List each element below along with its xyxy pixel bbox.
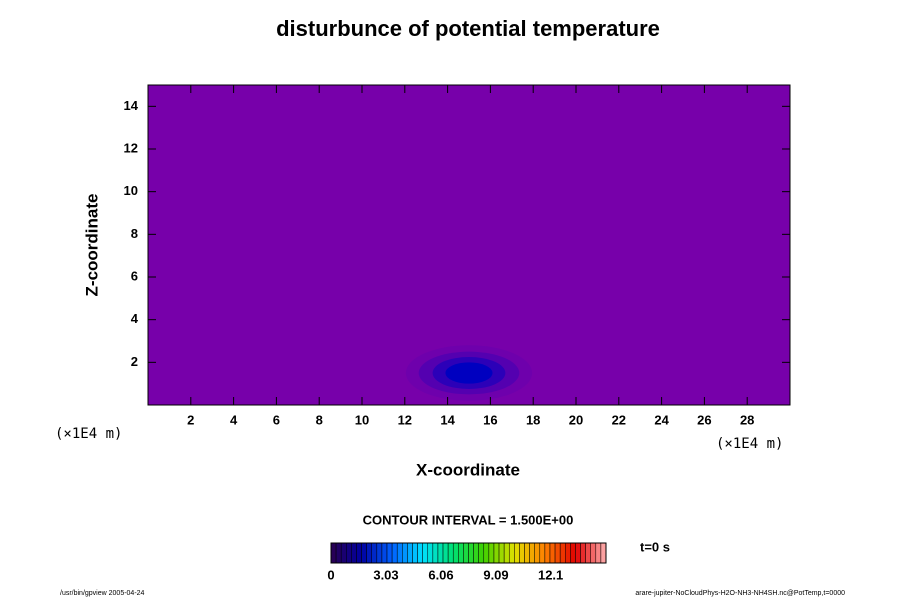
colorbar-stripe	[452, 542, 459, 564]
colorbar-stripe	[442, 542, 449, 564]
colorbar-tick-label: 9.09	[483, 567, 508, 582]
x-tick-label: 8	[316, 412, 323, 427]
colorbar-stripe	[346, 542, 352, 564]
colorbar-stripe	[376, 542, 383, 564]
x-tick-label: 4	[230, 412, 238, 427]
colorbar-stripe	[402, 542, 408, 564]
x-tick-label: 14	[440, 412, 455, 427]
x-tick-label: 6	[273, 412, 280, 427]
x-tick-label: 26	[697, 412, 711, 427]
x-tick-label: 16	[483, 412, 497, 427]
x-tick-label: 22	[612, 412, 626, 427]
colorbar-stripe	[544, 542, 551, 564]
x-tick-label: 10	[355, 412, 369, 427]
y-axis-label: Z-coordinate	[82, 194, 101, 297]
contour-region	[445, 362, 493, 384]
colorbar-stripe	[549, 542, 556, 564]
colorbar-stripe	[407, 542, 413, 564]
colorbar-stripe	[503, 542, 510, 564]
colorbar-stripe	[539, 542, 546, 564]
colorbar-stripe	[391, 542, 398, 564]
colorbar-stripe	[366, 542, 372, 564]
colorbar-stripe	[437, 542, 444, 564]
colorbar-stripe	[524, 542, 530, 564]
chart-title: disturbunce of potential temperature	[276, 16, 660, 41]
y-tick-label: 2	[131, 354, 138, 369]
colorbar-stripe	[519, 542, 525, 564]
colorbar-frame	[330, 542, 607, 564]
colorbar-stripe	[473, 542, 479, 564]
y-tick-label: 12	[124, 140, 138, 155]
footer-right: arare-jupiter-NoCloudPhys-H2O-NH3-NH4SH.…	[635, 590, 845, 597]
x-tick-label: 12	[398, 412, 412, 427]
colorbar-stripe	[590, 542, 597, 564]
colorbar-stripe	[488, 542, 495, 564]
colorbar-stripe	[580, 542, 586, 564]
colorbar-stripe	[508, 542, 515, 564]
colorbar-stripe	[554, 542, 561, 564]
y-tick-label: 8	[131, 226, 138, 241]
colorbar-stripe	[478, 542, 485, 564]
colorbar-stripe	[575, 542, 581, 564]
colorbar-stripe	[381, 542, 388, 564]
colorbar-stripe	[493, 542, 500, 564]
colorbar-stripe	[570, 542, 576, 564]
colorbar-stripe	[468, 542, 474, 564]
y-tick-label: 10	[124, 183, 138, 198]
x-axis-label: X-coordinate	[416, 460, 520, 479]
colorbar-stripe	[595, 542, 602, 564]
colorbar-stripe	[356, 542, 362, 564]
colorbar-stripe	[458, 542, 464, 564]
footer-left: /usr/bin/gpview 2005-04-24	[60, 590, 145, 597]
x-tick-label: 2	[187, 412, 194, 427]
colorbar-stripe	[351, 542, 357, 564]
colorbar-stripe	[514, 542, 520, 564]
colorbar-tick-label: 6.06	[428, 567, 453, 582]
colorbar-stripe	[463, 542, 469, 564]
colorbar-tick-label: 0	[327, 567, 334, 582]
colorbar-stripe	[565, 542, 571, 564]
colorbar-stripe	[361, 542, 367, 564]
colorbar-stripe	[422, 542, 429, 564]
colorbar-tick-label: 3.03	[373, 567, 398, 582]
plot-frame	[147, 84, 791, 406]
y-tick-label: 14	[124, 98, 139, 113]
x-unit: (×1E4 m)	[716, 436, 783, 452]
colorbar-stripe	[432, 542, 439, 564]
contour-interval: CONTOUR INTERVAL = 1.500E+00	[363, 512, 574, 527]
colorbar-stripe	[427, 542, 434, 564]
colorbar-stripe	[498, 542, 505, 564]
colorbar-stripe	[396, 542, 403, 564]
colorbar-stripe	[585, 542, 591, 564]
colorbar-stripe	[600, 542, 607, 564]
colorbar-stripe	[340, 542, 347, 564]
x-tick-label: 28	[740, 412, 754, 427]
y-unit: (×1E4 m)	[55, 426, 122, 442]
colorbar-stripe	[412, 542, 418, 564]
colorbar-stripe	[335, 542, 342, 564]
x-tick-label: 20	[569, 412, 583, 427]
colorbar-stripe	[386, 542, 393, 564]
colorbar-stripe	[529, 542, 535, 564]
colorbar-stripe	[483, 542, 490, 564]
time-label: t=0 s	[640, 539, 670, 554]
colorbar-stripe	[417, 542, 423, 564]
colorbar-stripe	[330, 542, 337, 564]
x-tick-label: 18	[526, 412, 540, 427]
colorbar-stripe	[534, 542, 541, 564]
colorbar-stripe	[559, 542, 566, 564]
colorbar-stripe	[447, 542, 454, 564]
y-tick-label: 4	[131, 311, 139, 326]
y-tick-label: 6	[131, 268, 138, 283]
colorbar-stripe	[371, 542, 378, 564]
colorbar-tick-label: 12.1	[538, 567, 563, 582]
x-tick-label: 24	[654, 412, 669, 427]
